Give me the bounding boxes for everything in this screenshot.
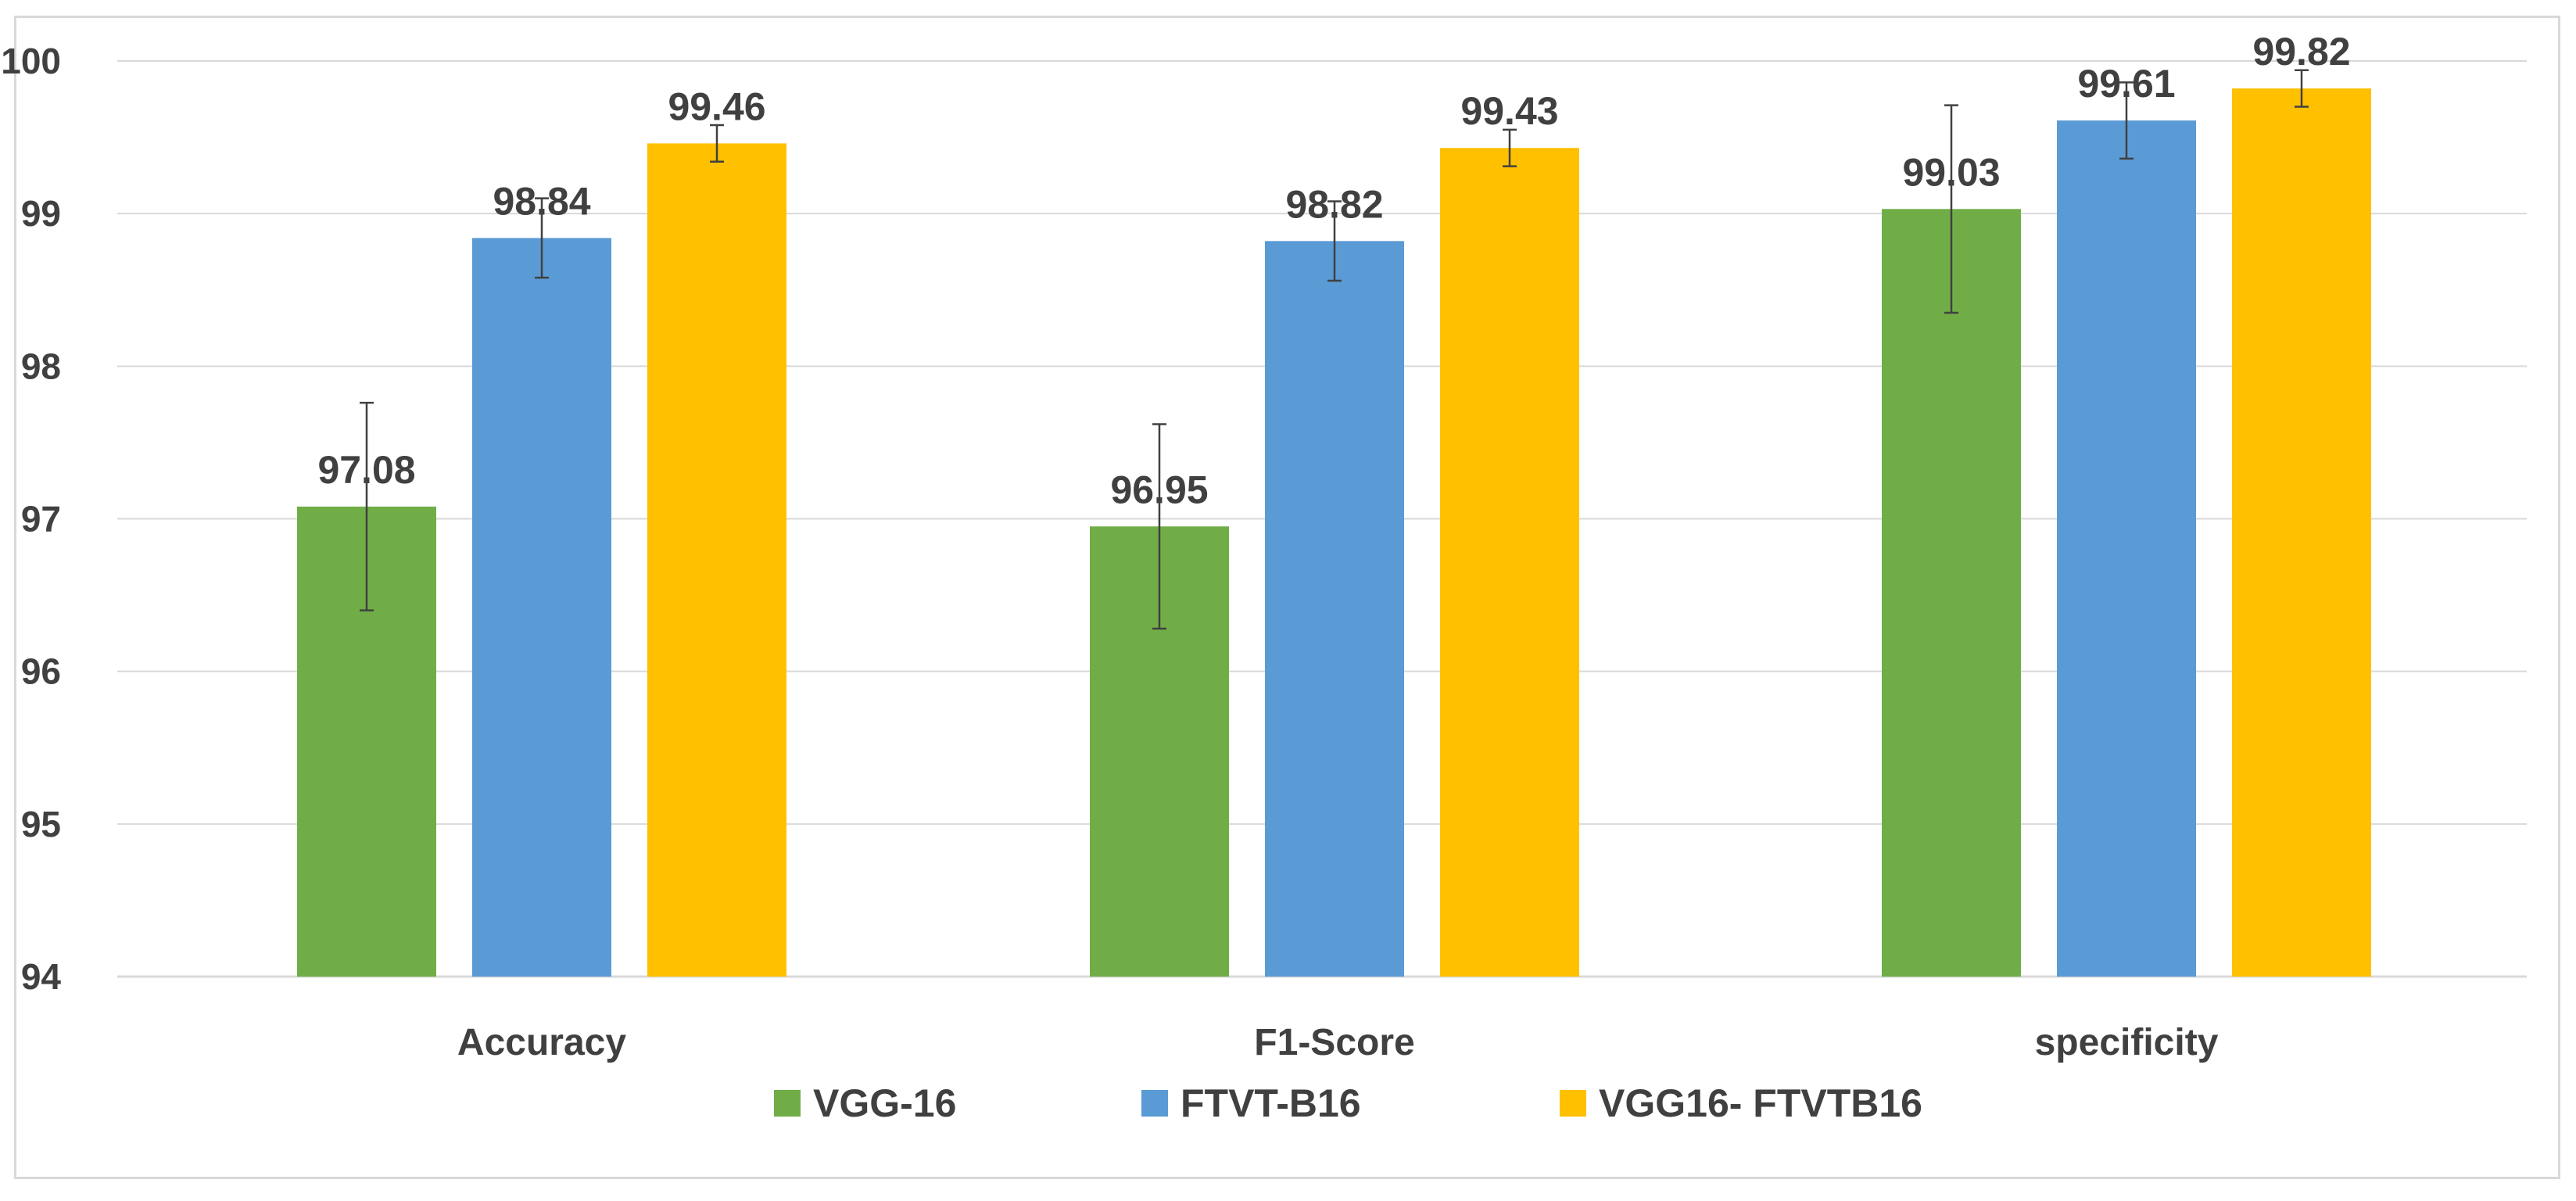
data-label: 97.08 [317,448,415,492]
data-label: 96.95 [1110,468,1208,511]
data-label: 99.43 [1460,89,1558,133]
y-axis-ticks: 94 95 96 97 98 99 100 [1,41,61,997]
error-bar-vgg16-ftvtb16-f1-score [1503,128,1517,167]
y-tick-label-97: 97 [21,499,61,540]
error-bar-ftvt-b16-f1-score [1327,200,1342,282]
error-bar-vgg-16-specificity [1944,104,1958,314]
data-label: 99.61 [2077,62,2175,106]
error-bar-vgg16-ftvtb16-accuracy [710,124,724,163]
legend-item-vgg-16: VGG-16 [774,1081,956,1125]
legend: VGG-16 FTVT-B16 VGG16- FTVTB16 [774,1081,1922,1125]
y-tick-label-94: 94 [21,956,62,997]
error-bar-ftvt-b16-specificity [2119,81,2134,160]
legend-label: VGG-16 [813,1081,956,1125]
category-label-specificity: specificity [2035,1022,2219,1063]
bar-vgg16-ftvtb16-specificity [2232,88,2371,977]
data-label: 99.03 [1902,150,2000,194]
y-tick-label-98: 98 [21,346,61,386]
error-bars [360,69,2309,630]
legend-item-vgg16-ftvtb16: VGG16- FTVTB16 [1560,1081,1922,1125]
y-tick-label-95: 95 [21,804,61,844]
error-bar-vgg-16-f1-score [1152,423,1166,630]
category-label-accuracy: Accuracy [457,1022,626,1063]
data-label: 99.82 [2252,30,2350,73]
legend-item-ftvt-b16: FTVT-B16 [1141,1081,1361,1125]
bar-ftvt-b16-specificity [2057,120,2196,977]
legend-swatch [774,1090,801,1117]
bar-vgg16-ftvtb16-accuracy [647,143,786,977]
x-axis-categories: Accuracy F1-Score specificity [457,1022,2219,1063]
data-label: 99.46 [668,84,765,128]
bar-ftvt-b16-accuracy [472,238,611,977]
y-tick-label-100: 100 [1,41,61,81]
data-labels: 97.08 96.95 99.03 98.84 98.82 99.61 99.46 99.43… [317,30,2350,511]
legend-swatch [1141,1090,1168,1117]
y-tick-label-99: 99 [21,193,61,234]
data-label: 98.84 [493,179,590,223]
data-label: 98.82 [1285,182,1383,226]
legend-label: VGG16- FTVTB16 [1599,1081,1922,1125]
error-bar-ftvt-b16-accuracy [535,197,549,279]
y-tick-label-96: 96 [21,651,61,692]
legend-label: FTVT-B16 [1181,1081,1361,1125]
legend-swatch [1560,1090,1586,1117]
bar-vgg-16-specificity [1882,209,2021,977]
error-bar-vgg-16-accuracy [360,401,374,611]
category-label-f1-score: F1-Score [1254,1022,1414,1063]
bar-ftvt-b16-f1-score [1265,241,1404,977]
bar-vgg16-ftvtb16-f1-score [1440,148,1579,977]
error-bar-vgg16-ftvtb16-specificity [2295,69,2309,108]
